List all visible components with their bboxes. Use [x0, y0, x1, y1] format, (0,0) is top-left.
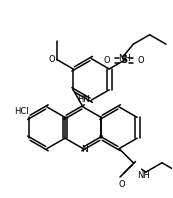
- Text: O: O: [103, 56, 110, 65]
- Text: O: O: [48, 55, 55, 64]
- Text: S: S: [120, 55, 128, 66]
- Text: HN: HN: [77, 95, 89, 104]
- Text: NH: NH: [119, 54, 131, 63]
- Text: NH: NH: [137, 171, 149, 180]
- Text: HCl: HCl: [14, 107, 29, 116]
- Text: N: N: [81, 145, 87, 154]
- Text: O: O: [119, 180, 125, 189]
- Text: O: O: [138, 56, 144, 65]
